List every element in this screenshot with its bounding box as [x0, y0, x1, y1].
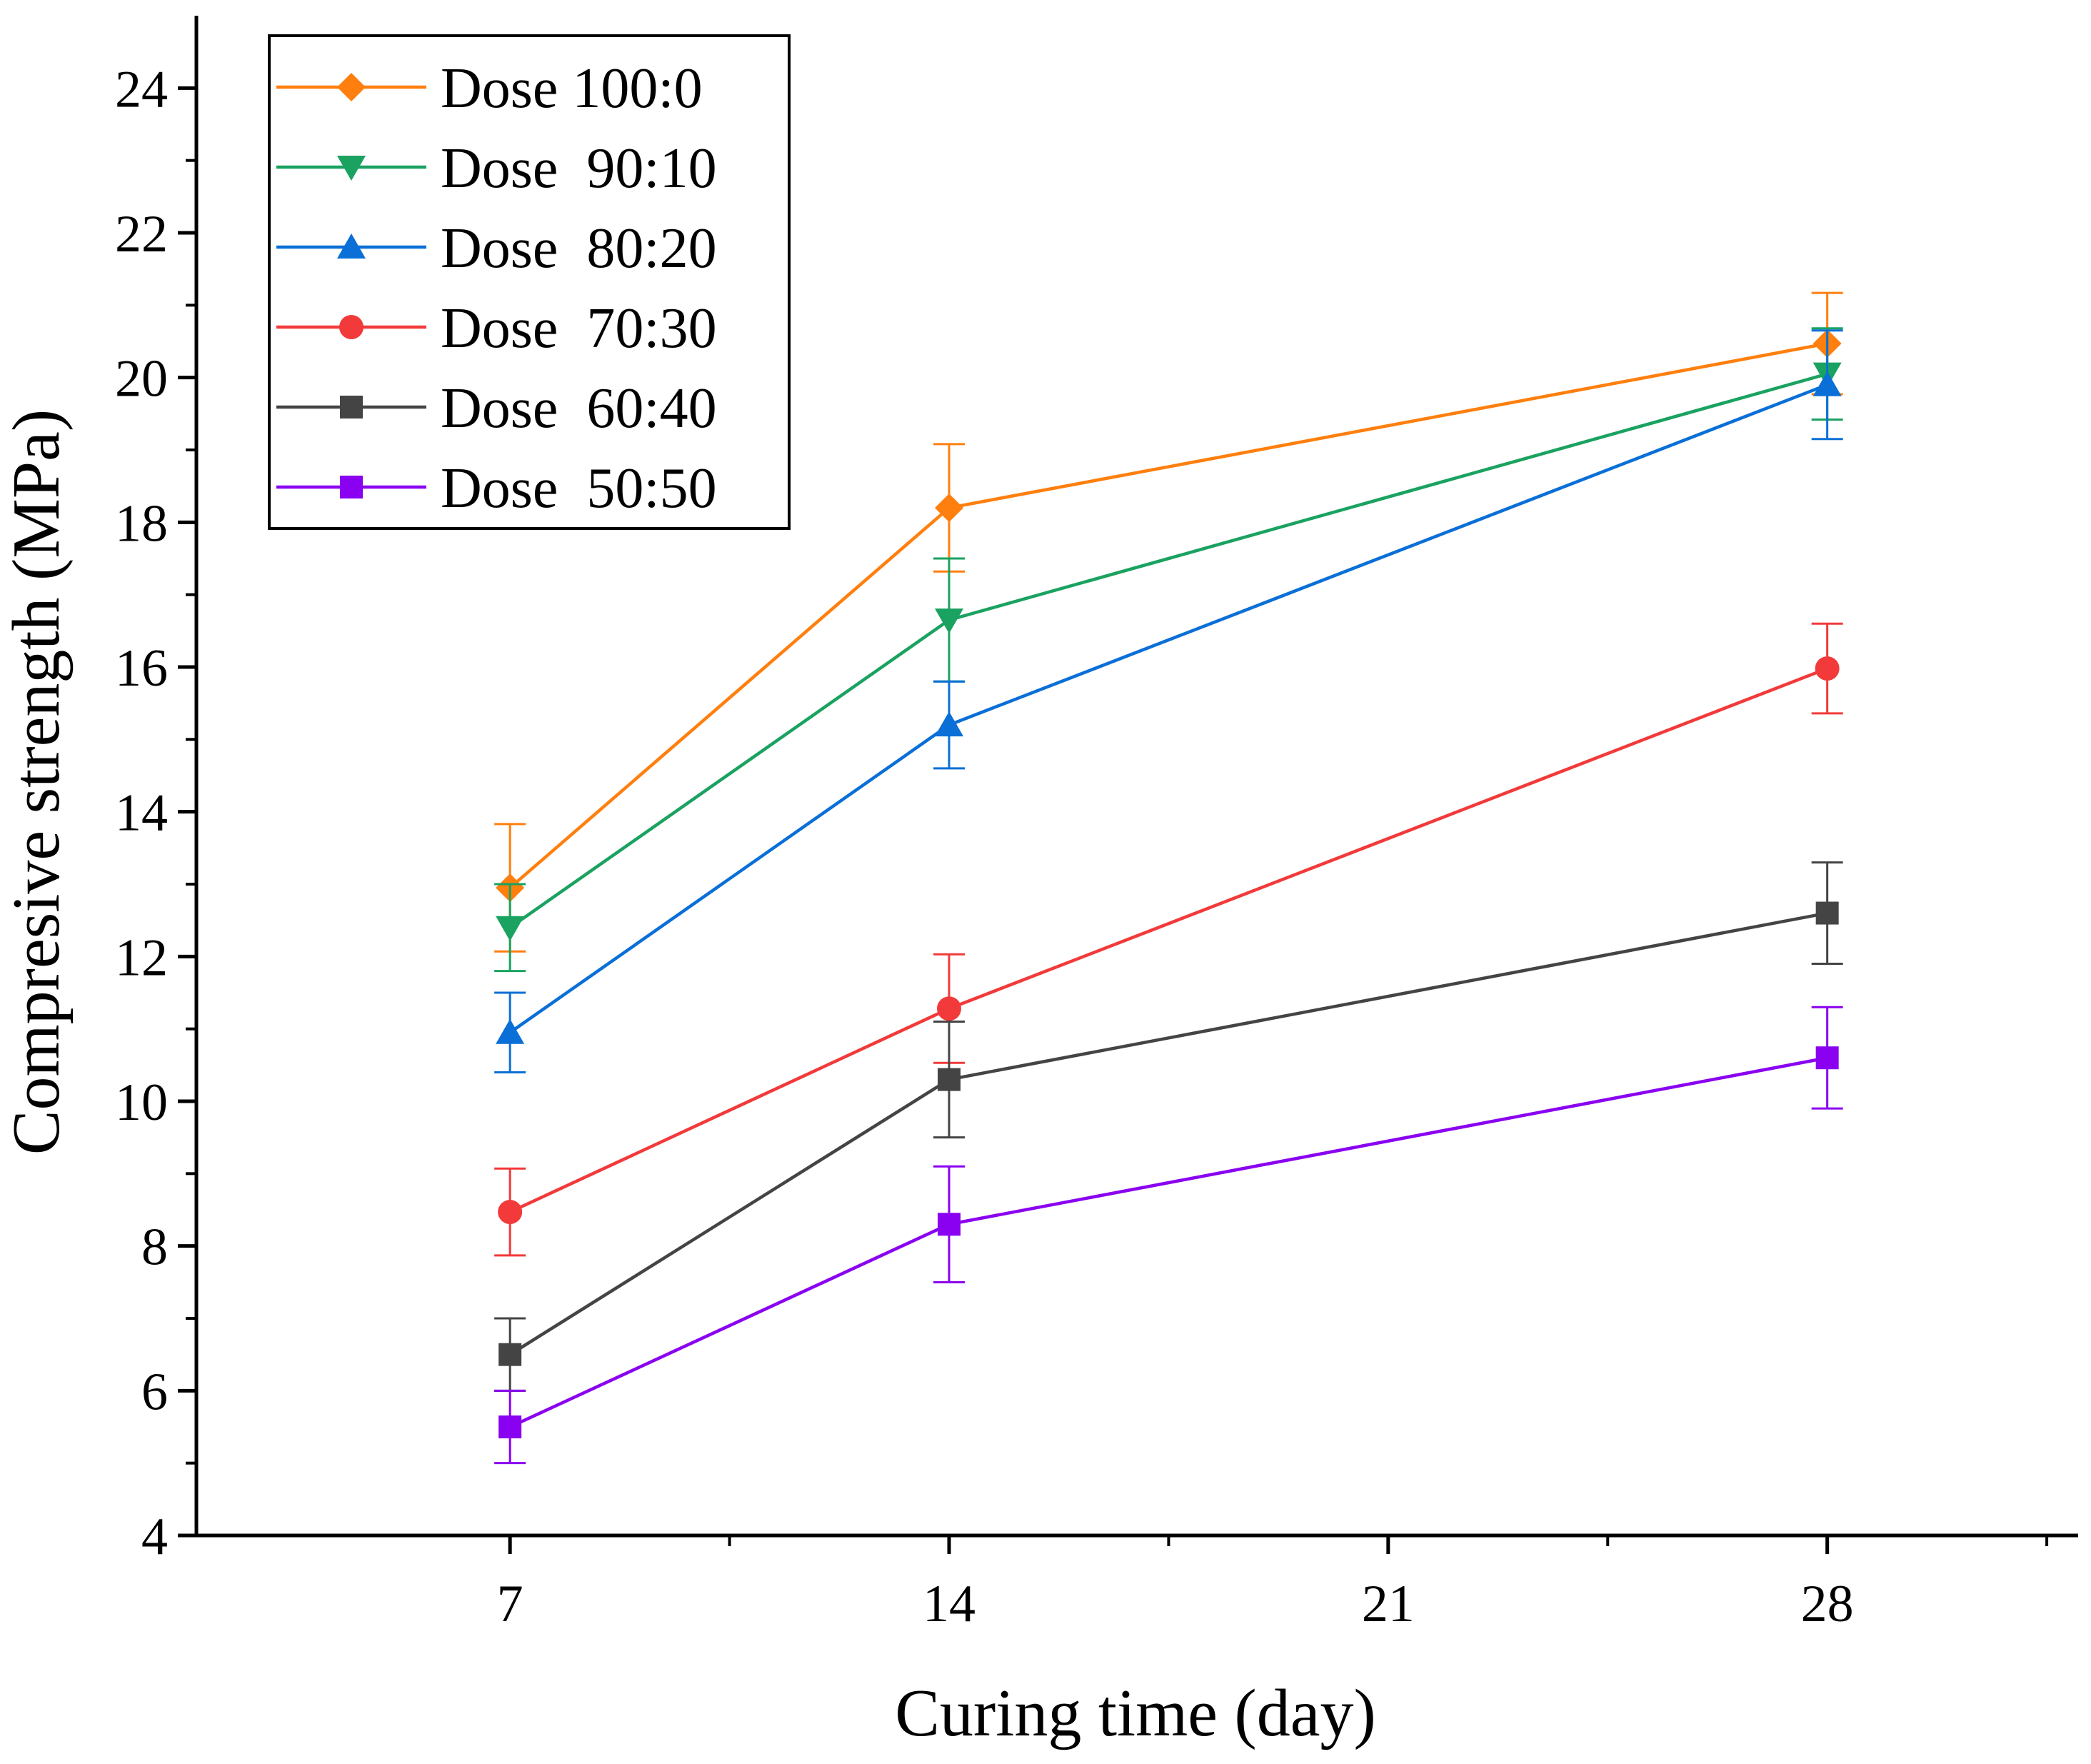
series-line	[509, 1056, 1828, 1429]
legend: Dose 100:0 Dose 90:10 Dose 80:20 Dose 70:30…	[268, 34, 791, 530]
series-5	[494, 861, 1843, 1392]
x-tick-label: 28	[1801, 1575, 1854, 1633]
circle-marker	[498, 1200, 523, 1225]
legend-label: Dose 100:0	[441, 57, 703, 120]
series-line	[509, 666, 1828, 1214]
diamond-marker	[337, 73, 366, 101]
legend-item: Dose 80:20	[276, 217, 717, 280]
legend-item: Dose 50:50	[276, 457, 717, 520]
y-tick-label: 18	[115, 494, 168, 553]
square-marker	[1815, 1046, 1839, 1070]
square-marker	[340, 476, 363, 498]
triangle-up-marker	[1812, 371, 1842, 396]
square-marker	[1815, 901, 1839, 925]
y-axis-title: Compresive strength (MPa)	[0, 409, 74, 1155]
x-tick-label: 14	[923, 1575, 976, 1633]
legend-item: Dose 70:30	[276, 297, 717, 360]
triangle-down-marker	[337, 156, 366, 181]
square-marker	[498, 1415, 522, 1438]
y-tick-label: 12	[115, 928, 168, 987]
legend-label: Dose 80:20	[441, 217, 717, 280]
x-tick-label: 21	[1362, 1575, 1415, 1633]
legend-label: Dose 50:50	[441, 457, 717, 520]
diamond-marker	[935, 493, 963, 523]
series-line	[508, 911, 1828, 1356]
legend-item: Dose 100:0	[276, 57, 703, 120]
series-group	[494, 291, 1843, 1465]
legend-label: Dose 60:40	[441, 377, 717, 440]
y-tick-label: 24	[115, 60, 168, 119]
legend-label: Dose 90:10	[441, 137, 717, 200]
series-6	[494, 1006, 1843, 1465]
axes: 4 6 8 10 12 14 16 18 20 22 24 7 14 21 28	[115, 16, 2078, 1633]
y-tick-label: 6	[141, 1363, 168, 1421]
y-tick-label: 20	[115, 350, 168, 409]
triangle-up-marker	[935, 711, 963, 737]
triangle-up-marker	[337, 234, 366, 259]
circle-marker	[937, 996, 961, 1021]
circle-marker	[339, 315, 363, 339]
x-tick-label: 7	[497, 1575, 523, 1633]
square-marker	[340, 396, 363, 419]
triangle-down-marker	[496, 916, 525, 941]
circle-marker	[1815, 656, 1840, 681]
y-tick-label: 22	[115, 205, 168, 264]
square-marker	[498, 1343, 522, 1366]
legend-item: Dose 90:10	[276, 137, 717, 200]
series-4	[494, 622, 1843, 1257]
legend-label: Dose 70:30	[441, 297, 717, 360]
y-tick-label: 10	[115, 1073, 168, 1132]
y-tick-label: 8	[141, 1218, 168, 1277]
legend-box	[268, 34, 791, 530]
x-axis-title: Curing time (day)	[895, 1676, 1376, 1750]
y-tick-label: 14	[115, 784, 168, 843]
square-marker	[938, 1068, 961, 1091]
legend-item: Dose 60:40	[276, 377, 717, 440]
triangle-up-marker	[496, 1018, 525, 1044]
square-marker	[938, 1213, 961, 1236]
series-3	[494, 329, 1843, 1073]
y-tick-label: 4	[141, 1508, 168, 1566]
triangle-down-marker	[935, 608, 963, 634]
y-tick-label: 16	[115, 639, 168, 698]
